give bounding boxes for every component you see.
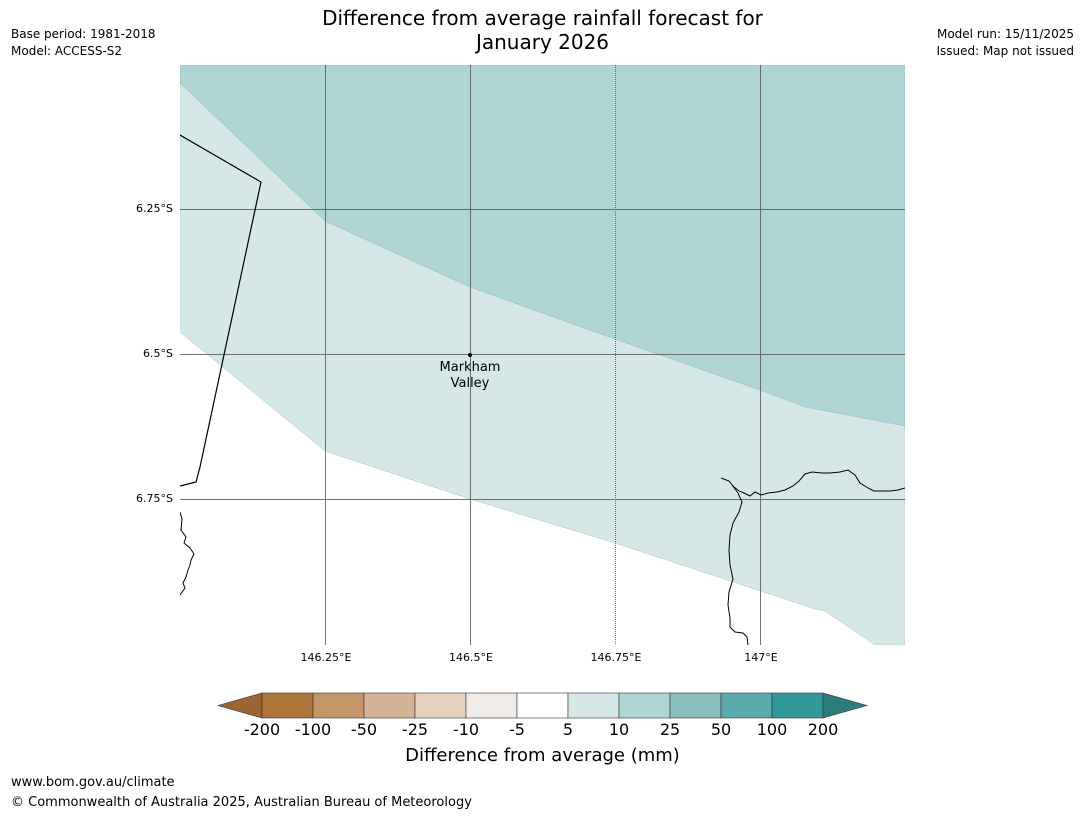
colorbar-swatch: [567, 692, 620, 719]
cb-tick-label: -25: [401, 720, 429, 739]
colorbar-swatch: [312, 692, 365, 719]
colorbar: [210, 690, 875, 722]
coastline-right: [720, 469, 905, 497]
cb-tick-label: 5: [562, 720, 574, 739]
cb-tick-label: -200: [243, 720, 281, 739]
map-title: Difference from average rainfall forecas…: [0, 6, 1085, 54]
colorbar-swatch: [720, 692, 773, 719]
lon-label-147: 147°E: [744, 651, 778, 664]
lat-label-625: 6.25°S: [136, 202, 173, 215]
map-title-line1: Difference from average rainfall forecas…: [322, 6, 763, 30]
markham-valley-marker: [468, 353, 472, 357]
cb-tick-label: 100: [756, 720, 788, 739]
map-canvas: [180, 65, 905, 645]
model-run-text: Model run: 15/11/2025: [936, 27, 1074, 41]
cb-tick-label: 10: [608, 720, 630, 739]
colorbar-swatch: [363, 692, 416, 719]
lat-label-65: 6.5°S: [143, 347, 173, 360]
colorbar-swatch: [465, 692, 518, 719]
model-text: Model: ACCESS-S2: [11, 44, 123, 58]
cb-tick-label: -10: [452, 720, 480, 739]
graticule: [180, 65, 905, 645]
meta-left: Base period: 1981-2018 Model: ACCESS-S2: [11, 26, 156, 60]
lon-label-14625: 146.25°E: [300, 651, 352, 664]
base-period-text: Base period: 1981-2018: [11, 27, 156, 41]
cb-tick-label: 25: [659, 720, 681, 739]
footer-copyright: © Commonwealth of Australia 2025, Austra…: [11, 795, 472, 810]
colorbar-low-extend: [216, 692, 263, 719]
cb-tick-label: -5: [509, 720, 525, 739]
cb-tick-label: 200: [807, 720, 839, 739]
colorbar-swatch: [771, 692, 824, 719]
cb-tick-label: -100: [294, 720, 332, 739]
place-label: Markham Valley: [410, 360, 530, 392]
colorbar-title: Difference from average (mm): [405, 745, 680, 766]
footer-url[interactable]: www.bom.gov.au/climate: [11, 775, 175, 790]
colorbar-swatch: [261, 692, 314, 719]
border-line: [180, 134, 262, 487]
colorbar-swatch: [618, 692, 671, 719]
forecast-map[interactable]: [180, 65, 905, 645]
lat-label-675: 6.75°S: [136, 492, 173, 505]
coastline-left: [180, 511, 195, 596]
lon-label-1465: 146.5°E: [449, 651, 493, 664]
meta-right: Model run: 15/11/2025 Issued: Map not is…: [936, 26, 1074, 60]
map-title-line2: January 2026: [475, 30, 610, 54]
place-label-line1: Markham: [439, 360, 501, 375]
colorbar-swatch: [414, 692, 467, 719]
colorbar-swatch: [516, 692, 569, 719]
place-label-line2: Valley: [450, 376, 490, 391]
cb-tick-label: 50: [710, 720, 732, 739]
colorbar-high-extend: [822, 692, 869, 719]
colorbar-graphic: [216, 692, 869, 719]
cb-tick-label: -50: [350, 720, 378, 739]
issued-text: Issued: Map not issued: [936, 44, 1074, 58]
rainfall-band-10-25: [180, 65, 905, 427]
river-line: [727, 484, 749, 645]
lon-label-14675: 146.75°E: [590, 651, 642, 664]
colorbar-swatch: [669, 692, 722, 719]
